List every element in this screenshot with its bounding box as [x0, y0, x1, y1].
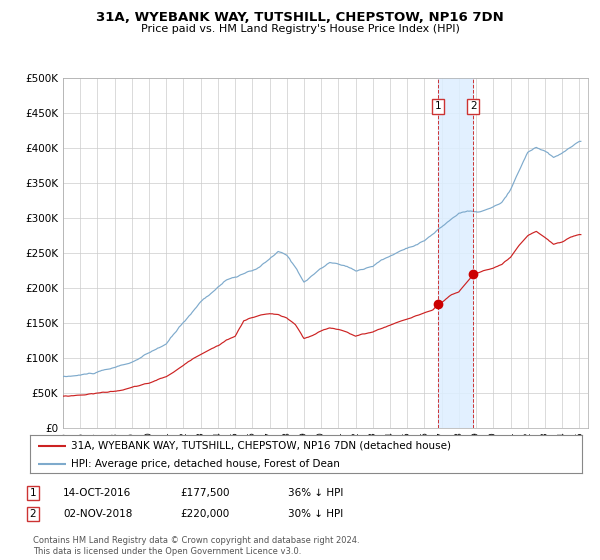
Text: 02-NOV-2018: 02-NOV-2018: [63, 509, 133, 519]
Text: £220,000: £220,000: [180, 509, 229, 519]
Bar: [438, 78, 473, 428]
Text: 30% ↓ HPI: 30% ↓ HPI: [288, 509, 343, 519]
Text: 14-OCT-2016: 14-OCT-2016: [63, 488, 131, 498]
Text: HPI: Average price, detached house, Forest of Dean: HPI: Average price, detached house, Fore…: [71, 459, 340, 469]
Text: 1: 1: [435, 101, 442, 111]
Text: 2: 2: [470, 101, 476, 111]
Text: £177,500: £177,500: [180, 488, 229, 498]
Text: 36% ↓ HPI: 36% ↓ HPI: [288, 488, 343, 498]
Text: 1: 1: [29, 488, 37, 498]
Text: Price paid vs. HM Land Registry's House Price Index (HPI): Price paid vs. HM Land Registry's House …: [140, 24, 460, 34]
Text: 31A, WYEBANK WAY, TUTSHILL, CHEPSTOW, NP16 7DN: 31A, WYEBANK WAY, TUTSHILL, CHEPSTOW, NP…: [96, 11, 504, 24]
Text: Contains HM Land Registry data © Crown copyright and database right 2024.
This d: Contains HM Land Registry data © Crown c…: [33, 536, 359, 556]
Text: 31A, WYEBANK WAY, TUTSHILL, CHEPSTOW, NP16 7DN (detached house): 31A, WYEBANK WAY, TUTSHILL, CHEPSTOW, NP…: [71, 441, 451, 451]
Text: 2: 2: [29, 509, 37, 519]
